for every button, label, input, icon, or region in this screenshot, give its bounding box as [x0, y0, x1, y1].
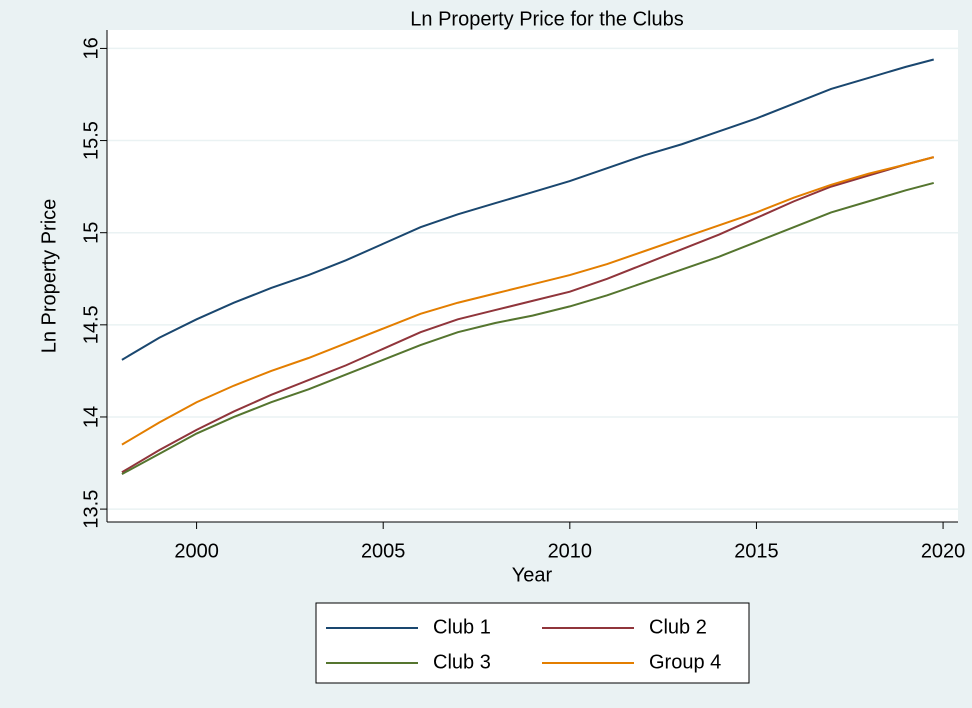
y-tick-label: 14.5 [80, 305, 102, 344]
series-line [121, 181, 934, 475]
chart-title: Ln Property Price for the Clubs [410, 8, 683, 30]
y-axis-label: Ln Property Price [38, 199, 60, 354]
y-tick-label: 16 [80, 37, 102, 59]
x-tick-label: 2005 [361, 540, 406, 562]
x-axis-label: Year [512, 564, 553, 586]
y-tick-label: 13.5 [80, 490, 102, 529]
x-tick-label: 2010 [548, 540, 593, 562]
y-tick-label: 14 [80, 406, 102, 428]
series-line [121, 156, 934, 446]
legend-label: Group 4 [649, 651, 721, 673]
legend-box [315, 602, 750, 684]
y-tick-label: 15.5 [80, 121, 102, 160]
legend-label: Club 3 [433, 651, 491, 673]
legend-label: Club 1 [433, 616, 491, 638]
legend-label: Club 2 [649, 616, 707, 638]
y-tick-label: 15 [80, 222, 102, 244]
x-tick-label: 2000 [174, 540, 219, 562]
x-tick-label: 2020 [921, 540, 966, 562]
series-line [121, 156, 934, 474]
plot-region [107, 30, 958, 522]
series-line [121, 58, 934, 361]
x-tick-label: 2015 [734, 540, 779, 562]
